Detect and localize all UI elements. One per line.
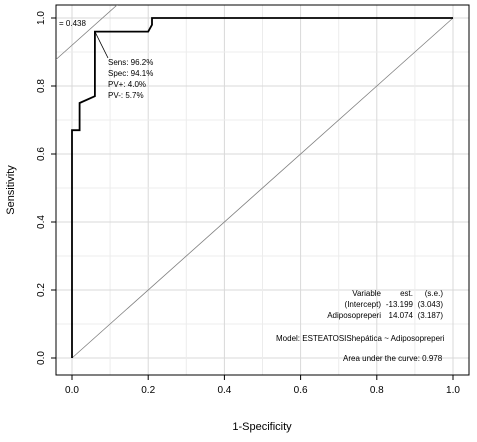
pv-negative-annotation: PV-: 5.7% [108,91,144,100]
y-tick-label: 1.0 [36,11,47,25]
cutoff-label: = 0.438 [59,19,86,28]
roc-curve-line [71,17,453,358]
coef-header-se: (s.e.) [425,289,444,298]
coef-row-intercept-est: -13.199 [386,300,414,309]
x-tick-label: 1.0 [446,385,460,396]
coef-row-predictor-se: (3.187) [418,311,444,320]
coef-row-predictor-name: Adiposopreperi [327,311,381,320]
y-tick-label: 0.4 [36,215,47,229]
coef-row-intercept-name: (Intercept) [345,300,382,309]
plot-frame [55,4,470,376]
y-axis-title: Sensitivity [5,165,17,215]
roc-curve-layer [71,17,453,358]
y-tick-label: 0.0 [36,351,47,365]
reference-lines [56,5,454,359]
y-axis-ticks: 0.0 0.2 0.4 0.6 0.8 1.0 [36,11,56,365]
y-tick-label: 0.6 [36,147,47,161]
optimal-point-connector [94,31,109,59]
pv-positive-annotation: PV+: 4.0% [108,80,146,89]
coef-row-predictor-est: 14.074 [389,311,414,320]
x-tick-label: 0.8 [370,385,384,396]
cutoff-tangent-line [56,5,118,61]
coef-row-intercept-se: (3.043) [418,300,444,309]
coefficient-table: Variable est. (s.e.) (Intercept) -13.199… [327,289,443,320]
x-tick-label: 0.2 [141,385,155,396]
x-tick-label: 0.0 [65,385,79,396]
model-formula: Model: ESTEATOSIShepática ~ Adiposoprepe… [276,334,445,343]
sensitivity-annotation: Sens: 96.2% [108,58,153,67]
x-axis-ticks: 0.0 0.2 0.4 0.6 0.8 1.0 [65,375,460,396]
coef-header-est: est. [400,289,413,298]
chance-diagonal-line [71,17,454,359]
auc-text: Area under the curve: 0.978 [343,354,443,363]
coef-header-variable: Variable [352,289,381,298]
y-tick-label: 0.2 [36,283,47,297]
y-tick-label: 0.8 [36,79,47,93]
x-tick-label: 0.6 [294,385,308,396]
x-tick-label: 0.4 [217,385,231,396]
x-axis-title: 1-Specificity [232,421,292,433]
specificity-annotation: Spec: 94.1% [108,69,153,78]
